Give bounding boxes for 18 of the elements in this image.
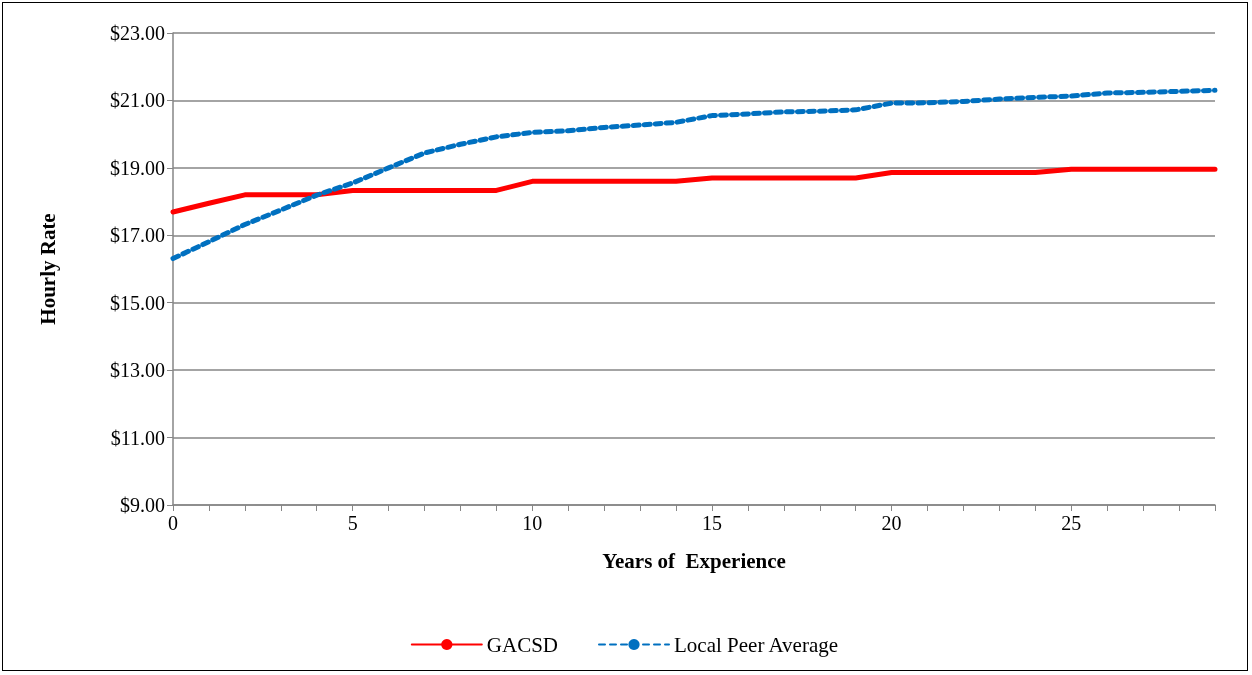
legend-label: Local Peer Average bbox=[674, 632, 839, 657]
y-tick-label: $17.00 bbox=[110, 224, 165, 247]
y-tick-label: $19.00 bbox=[110, 156, 165, 179]
y-axis-title: Hourly Rate bbox=[35, 213, 60, 325]
legend-label: GACSD bbox=[486, 632, 559, 657]
x-tick-label: 25 bbox=[1061, 512, 1082, 534]
y-tick-label: $13.00 bbox=[110, 359, 165, 382]
y-tick-label: $15.00 bbox=[110, 291, 165, 314]
x-tick-label: 20 bbox=[881, 512, 902, 534]
x-tick-label: 10 bbox=[522, 512, 543, 534]
y-tick-label: $11.00 bbox=[110, 426, 165, 449]
x-tick-label: 5 bbox=[347, 512, 358, 534]
x-tick-label: 15 bbox=[701, 512, 722, 534]
y-tick-label: $23.00 bbox=[110, 22, 165, 44]
x-axis-title: Years of Experience bbox=[602, 548, 786, 573]
y-tick-label: $9.00 bbox=[120, 494, 165, 516]
y-tick-label: $21.00 bbox=[110, 89, 165, 112]
x-tick-label: 0 bbox=[168, 512, 178, 534]
